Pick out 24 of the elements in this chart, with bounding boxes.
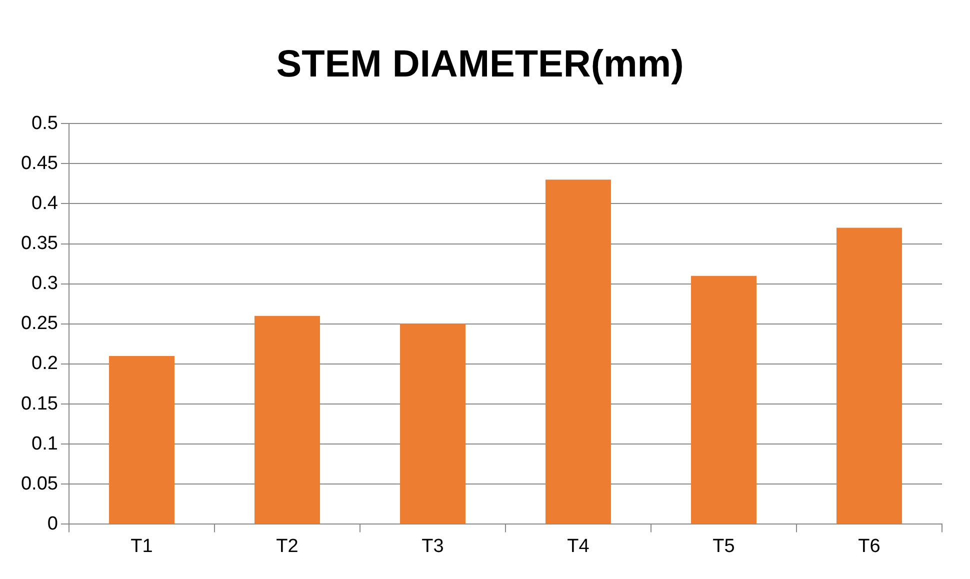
chart-title: STEM DIAMETER(mm) <box>276 43 684 86</box>
x-tick-label: T5 <box>712 536 735 557</box>
y-tick-label: 0.4 <box>32 192 58 214</box>
y-tick-label: 0.5 <box>32 112 58 134</box>
y-tick-label: 0.05 <box>20 473 58 494</box>
bar <box>108 356 174 524</box>
y-tick-label: 0.35 <box>20 233 58 254</box>
x-tick-label: T6 <box>858 536 880 557</box>
bar <box>836 228 902 524</box>
bar <box>691 276 756 524</box>
y-tick-label: 0.2 <box>32 353 58 374</box>
bar <box>400 324 466 524</box>
x-tick-label: T2 <box>276 536 298 557</box>
y-tick-label: 0.15 <box>20 393 58 414</box>
y-tick-label: 0.25 <box>20 313 58 334</box>
bar <box>546 180 611 524</box>
y-tick-label: 0.3 <box>32 273 58 294</box>
x-tick-label: T4 <box>567 536 590 557</box>
x-tick-label: T3 <box>422 536 444 557</box>
y-tick-label: 0 <box>47 513 58 534</box>
y-tick-label: 0.45 <box>20 152 58 174</box>
x-tick-label: T1 <box>130 536 153 557</box>
y-tick-label: 0.1 <box>32 433 58 454</box>
bar <box>254 316 320 524</box>
